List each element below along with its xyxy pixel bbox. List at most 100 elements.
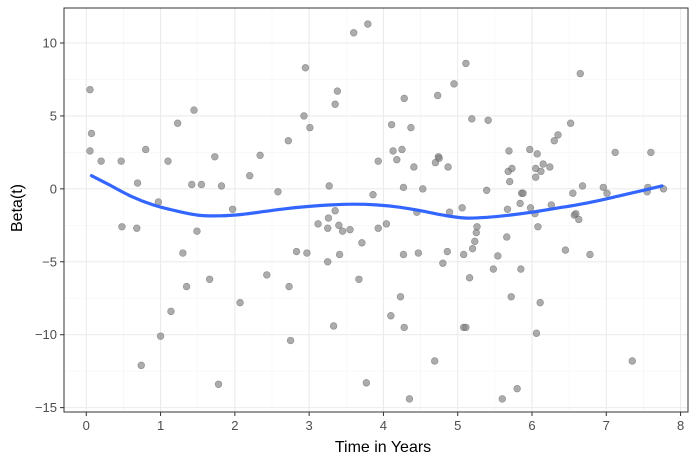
data-point <box>246 172 254 180</box>
data-point <box>444 163 452 171</box>
data-point <box>306 123 314 132</box>
data-point <box>513 384 521 393</box>
x-axis-ticks: 0 1 2 3 4 5 6 7 8 <box>83 412 684 433</box>
data-point <box>468 244 477 253</box>
data-point <box>285 282 293 291</box>
data-point <box>284 137 293 145</box>
data-point <box>561 246 570 254</box>
x-tick-label: 5 <box>454 418 461 433</box>
data-point <box>526 204 535 212</box>
data-point <box>256 151 264 160</box>
data-point <box>173 119 182 127</box>
data-point <box>599 183 608 192</box>
data-points <box>86 20 668 403</box>
data-point <box>303 249 311 257</box>
data-point <box>300 112 308 120</box>
data-point <box>458 204 466 212</box>
data-point <box>197 180 206 189</box>
data-point <box>190 106 198 114</box>
data-point <box>387 120 396 129</box>
data-point <box>164 157 172 165</box>
x-tick-label: 6 <box>528 418 535 433</box>
data-point <box>554 131 562 139</box>
y-tick-label: −10 <box>35 327 57 342</box>
data-point <box>211 153 219 161</box>
data-point <box>205 275 214 283</box>
data-point <box>355 275 363 283</box>
data-point <box>214 380 223 388</box>
data-point <box>382 220 391 228</box>
data-point <box>405 395 414 403</box>
y-tick-label: 0 <box>50 181 57 196</box>
data-point <box>86 85 94 94</box>
data-point <box>484 116 492 125</box>
data-point <box>611 148 619 157</box>
data-point <box>489 265 498 273</box>
data-point <box>133 224 141 232</box>
data-point <box>576 69 584 78</box>
y-tick-label: 10 <box>43 36 57 51</box>
panel-border <box>63 7 689 413</box>
data-point <box>575 215 583 224</box>
data-point <box>393 155 401 164</box>
data-point <box>462 59 470 68</box>
data-point <box>647 148 655 157</box>
data-point <box>419 185 427 193</box>
y-axis-title: Beta(t) <box>9 184 26 232</box>
data-point <box>324 258 332 266</box>
data-point <box>534 223 542 231</box>
x-axis-title: Time in Years <box>335 439 431 456</box>
data-point <box>572 209 580 218</box>
data-point <box>539 160 547 168</box>
data-point <box>333 87 342 95</box>
data-point <box>338 227 347 235</box>
x-tick-label: 1 <box>157 418 164 433</box>
data-point <box>389 147 397 155</box>
data-point <box>387 312 395 320</box>
data-point <box>506 177 514 186</box>
data-point <box>433 91 442 100</box>
data-point <box>217 182 226 190</box>
data-point <box>532 329 541 337</box>
smooth-trend-line <box>89 174 664 220</box>
data-point <box>179 249 187 257</box>
data-point <box>536 298 544 307</box>
x-tick-label: 8 <box>677 418 684 433</box>
data-point <box>450 80 458 88</box>
data-point <box>505 147 513 155</box>
data-point <box>586 250 594 259</box>
data-point <box>301 64 310 72</box>
data-point <box>167 307 175 316</box>
data-point <box>546 163 554 171</box>
data-point <box>498 395 506 403</box>
x-tick-label: 2 <box>231 418 238 433</box>
data-point <box>358 239 366 247</box>
data-point <box>459 250 468 259</box>
data-point <box>87 129 96 138</box>
data-point <box>369 190 377 199</box>
data-point <box>519 189 527 197</box>
data-point <box>364 20 372 28</box>
data-point <box>471 237 479 246</box>
data-point <box>346 225 354 234</box>
data-point <box>414 249 423 257</box>
data-point <box>335 250 344 259</box>
data-point <box>331 207 339 215</box>
data-point <box>331 100 339 108</box>
data-point <box>578 182 587 190</box>
data-point <box>398 145 406 154</box>
y-tick-label: −5 <box>42 254 57 269</box>
data-point <box>550 137 558 145</box>
data-point <box>374 224 382 232</box>
data-point <box>274 188 282 196</box>
data-point <box>188 180 196 189</box>
data-point <box>263 271 271 279</box>
data-point <box>443 247 452 256</box>
data-point <box>399 183 408 192</box>
data-point <box>286 336 295 345</box>
data-point <box>430 357 439 365</box>
data-point <box>193 227 201 235</box>
data-point <box>117 157 125 165</box>
data-point <box>517 265 525 273</box>
